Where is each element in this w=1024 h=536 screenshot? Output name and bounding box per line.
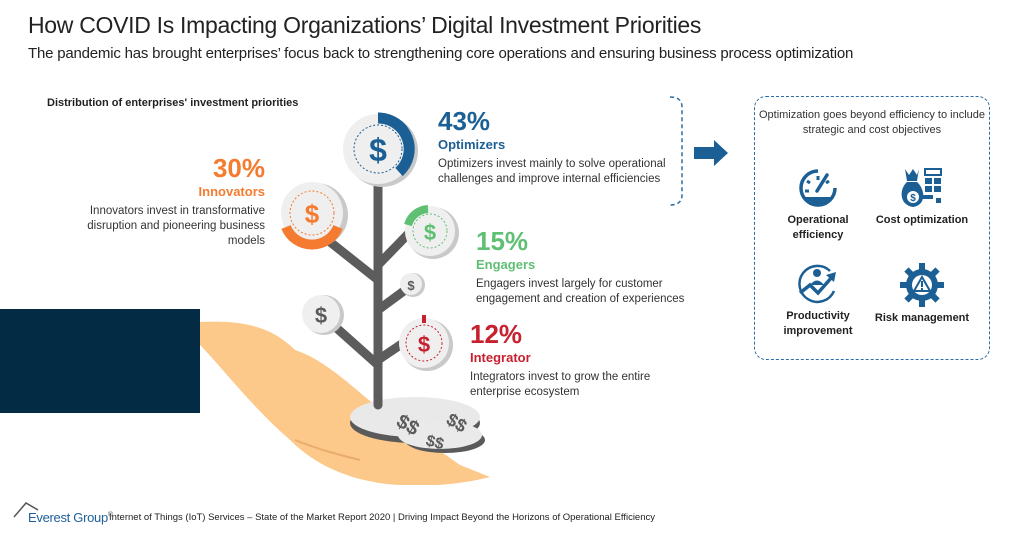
svg-text:$: $ [315,303,327,328]
feature-label: Risk management [874,312,970,324]
svg-text:$: $ [407,278,415,293]
segment-percent: 43% [438,106,491,136]
feature-operational-efficiency: Operational efficiency [763,167,873,243]
svg-text:$: $ [418,332,430,357]
right-arrow-icon [694,140,728,166]
page-title: How COVID Is Impacting Organizations’ Di… [28,12,702,38]
segment-percent: 12% [470,319,523,349]
segment-description: Engagers invest largely for customer eng… [476,278,685,305]
distribution-label: Distribution of enterprises' investment … [47,97,299,109]
gauge-gear-icon [799,169,837,207]
segment-description: Optimizers invest mainly to solve operat… [438,158,666,185]
brand-name: Everest Group [28,510,108,525]
feature-risk-management: Risk management [867,263,977,326]
svg-text:$: $ [369,132,387,168]
segment-description: Integrators invest to grow the entire en… [470,371,651,398]
page-subtitle: The pandemic has brought enterprises’ fo… [28,45,854,62]
feature-label: Cost optimization [875,214,969,226]
segment-name: Optimizers [438,137,506,152]
footer-brand: Everest Group® [28,510,113,525]
svg-text:$: $ [305,199,320,229]
feature-label: Productivity improvement [783,310,853,337]
segment-name: Engagers [476,257,536,272]
segment-optimizers: 43% Optimizers Optimizers invest mainly … [438,108,688,187]
segment-percent: 15% [476,226,529,256]
money-tree-illustration: $$ $$ $$ $ $ $ $ $ $ [200,112,490,485]
svg-text:$: $ [424,220,436,245]
svg-text:$$: $$ [424,432,446,453]
dashed-bracket [669,96,683,206]
decorative-navy-block [0,309,200,413]
footer-text: Internet of Things (IoT) Services – Stat… [109,512,655,523]
mountain-logo-icon [13,502,39,518]
feature-label: Operational efficiency [787,214,849,241]
person-growth-arrow-icon [798,264,836,304]
segment-percent: 30% [212,153,265,183]
money-bag-calculator-icon: $ [901,168,942,207]
optimization-box: Optimization goes beyond efficiency to i… [754,96,990,360]
segment-integrator: 12% Integrator Integrators invest to gro… [470,321,670,400]
segment-name: Integrator [470,350,531,365]
registered-mark: ® [107,511,113,519]
segment-engagers: 15% Engagers Engagers invest largely for… [476,228,716,307]
segment-description: Innovators invest in transformative disr… [87,205,265,247]
feature-productivity-improvement: Productivity improvement [763,263,873,339]
feature-cost-optimization: $ Cost optimization [867,167,977,228]
optimization-box-title: Optimization goes beyond efficiency to i… [758,109,986,136]
segment-innovators: 30% Innovators Innovators invest in tran… [85,155,265,249]
gear-warning-icon [900,263,944,307]
segment-name: Innovators [198,184,265,199]
svg-text:$: $ [910,193,916,204]
